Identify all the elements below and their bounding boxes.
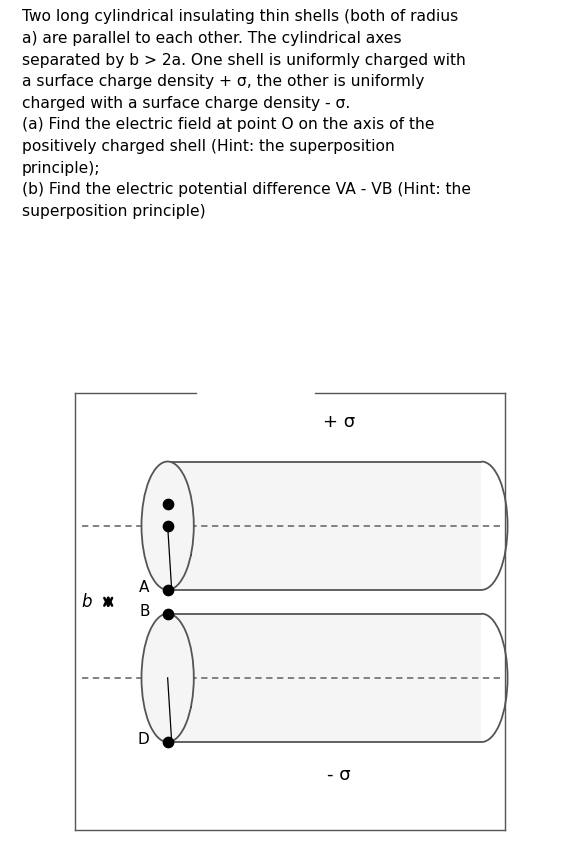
Text: Two long cylindrical insulating thin shells (both of radius
a) are parallel to e: Two long cylindrical insulating thin she…: [22, 9, 471, 219]
Text: - σ: - σ: [327, 766, 351, 784]
Bar: [168, 614, 481, 742]
Text: A: A: [139, 580, 150, 595]
Text: a: a: [183, 544, 192, 559]
Point: [163, 519, 172, 532]
Bar: [168, 462, 481, 590]
Ellipse shape: [142, 462, 194, 590]
Text: B: B: [139, 604, 150, 619]
Point: [163, 735, 172, 749]
Text: O: O: [159, 476, 171, 491]
Point: [163, 583, 172, 597]
Text: D: D: [138, 732, 150, 747]
Text: b: b: [81, 593, 92, 610]
Text: + σ: + σ: [323, 413, 355, 430]
Ellipse shape: [142, 614, 194, 742]
Text: a: a: [183, 696, 192, 711]
Point: [163, 607, 172, 621]
Point: [163, 498, 172, 511]
